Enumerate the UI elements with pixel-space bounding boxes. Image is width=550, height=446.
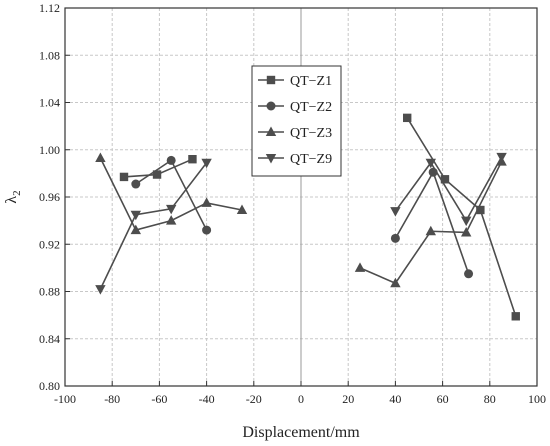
data-point: [201, 197, 212, 207]
data-point: [130, 224, 141, 235]
y-tick-label: 1.04: [39, 96, 60, 110]
legend-label: QT−Z9: [290, 152, 332, 167]
axis-ticks: -100 -80 -60 -40 -20 0 20 40 60 80 100 0.80 0.84 0.88…: [39, 1, 546, 406]
data-point: [403, 113, 412, 123]
legend: QT−Z1 QT−Z2 QT−Z3 QT−Z9: [251, 65, 342, 177]
data-point: [202, 225, 212, 235]
y-tick-label: 1.12: [39, 1, 60, 15]
x-tick-label: 60: [437, 392, 449, 406]
y-tick-label: 1.08: [39, 48, 60, 62]
data-point: [131, 179, 141, 189]
x-tick-label: -100: [54, 392, 76, 406]
series-line: [359, 161, 503, 285]
data-point: [166, 204, 177, 215]
data-point: [390, 277, 401, 288]
data-point: [166, 215, 177, 225]
legend-marker: [266, 101, 276, 111]
legend-item: QT−Z3: [258, 126, 332, 141]
x-tick-label: 80: [484, 392, 496, 406]
series-line: [394, 170, 470, 275]
y-tick-label: 0.96: [39, 190, 60, 204]
data-point: [201, 158, 212, 169]
series-3: [95, 152, 507, 288]
data-point: [461, 226, 472, 237]
data-point: [130, 210, 141, 221]
data-point: [464, 269, 474, 279]
legend-marker: [265, 154, 277, 164]
data-point: [166, 155, 176, 165]
series-line: [99, 162, 208, 290]
series-line: [406, 117, 517, 317]
data-point: [152, 170, 162, 179]
data-point: [461, 216, 472, 227]
x-tick-label: 100: [528, 392, 546, 406]
data-point: [425, 158, 436, 169]
data-point: [236, 204, 248, 214]
y-axis-title-main: λ: [3, 196, 20, 204]
data-point: [188, 155, 197, 164]
data-point: [354, 262, 366, 272]
series-4: [95, 152, 507, 295]
legend-label: QT−Z3: [290, 126, 332, 141]
x-tick-label: -20: [246, 392, 262, 406]
data-point: [390, 233, 400, 243]
data-point: [425, 225, 436, 236]
legend-marker: [266, 75, 276, 85]
y-tick-label: 0.84: [39, 332, 60, 346]
legend-marker: [265, 126, 277, 136]
y-tick-label: 1.00: [39, 143, 60, 157]
series-1: [119, 113, 520, 321]
legend-item: QT−Z2: [258, 100, 332, 115]
y-tick-label: 0.92: [39, 237, 60, 251]
series-2: [131, 155, 474, 279]
x-tick-label: -40: [199, 392, 215, 406]
legend-label: QT−Z2: [290, 100, 332, 115]
legend-label: QT−Z1: [290, 74, 332, 89]
series-line: [394, 156, 503, 223]
x-tick-label: 20: [342, 392, 354, 406]
data-point: [390, 207, 401, 217]
x-tick-label: 0: [298, 392, 304, 406]
data-point: [496, 152, 507, 163]
data-point: [95, 152, 106, 163]
x-tick-label: 40: [389, 392, 401, 406]
x-tick-label: -80: [104, 392, 120, 406]
y-axis-title: λ2: [3, 190, 23, 203]
legend-item: QT−Z9: [258, 152, 332, 167]
data-point: [476, 205, 485, 215]
y-tick-label: 0.80: [39, 379, 60, 393]
x-axis-title: Displacement/mm: [242, 424, 360, 441]
legend-item: QT−Z1: [258, 74, 332, 89]
data-point: [440, 175, 450, 184]
data-point: [119, 172, 129, 182]
x-tick-label: -60: [151, 392, 167, 406]
y-tick-label: 0.88: [39, 285, 60, 299]
y-axis-title-subscript: 2: [11, 190, 23, 196]
data-point: [95, 285, 106, 295]
data-point: [511, 312, 520, 321]
series-layer: [95, 113, 520, 321]
